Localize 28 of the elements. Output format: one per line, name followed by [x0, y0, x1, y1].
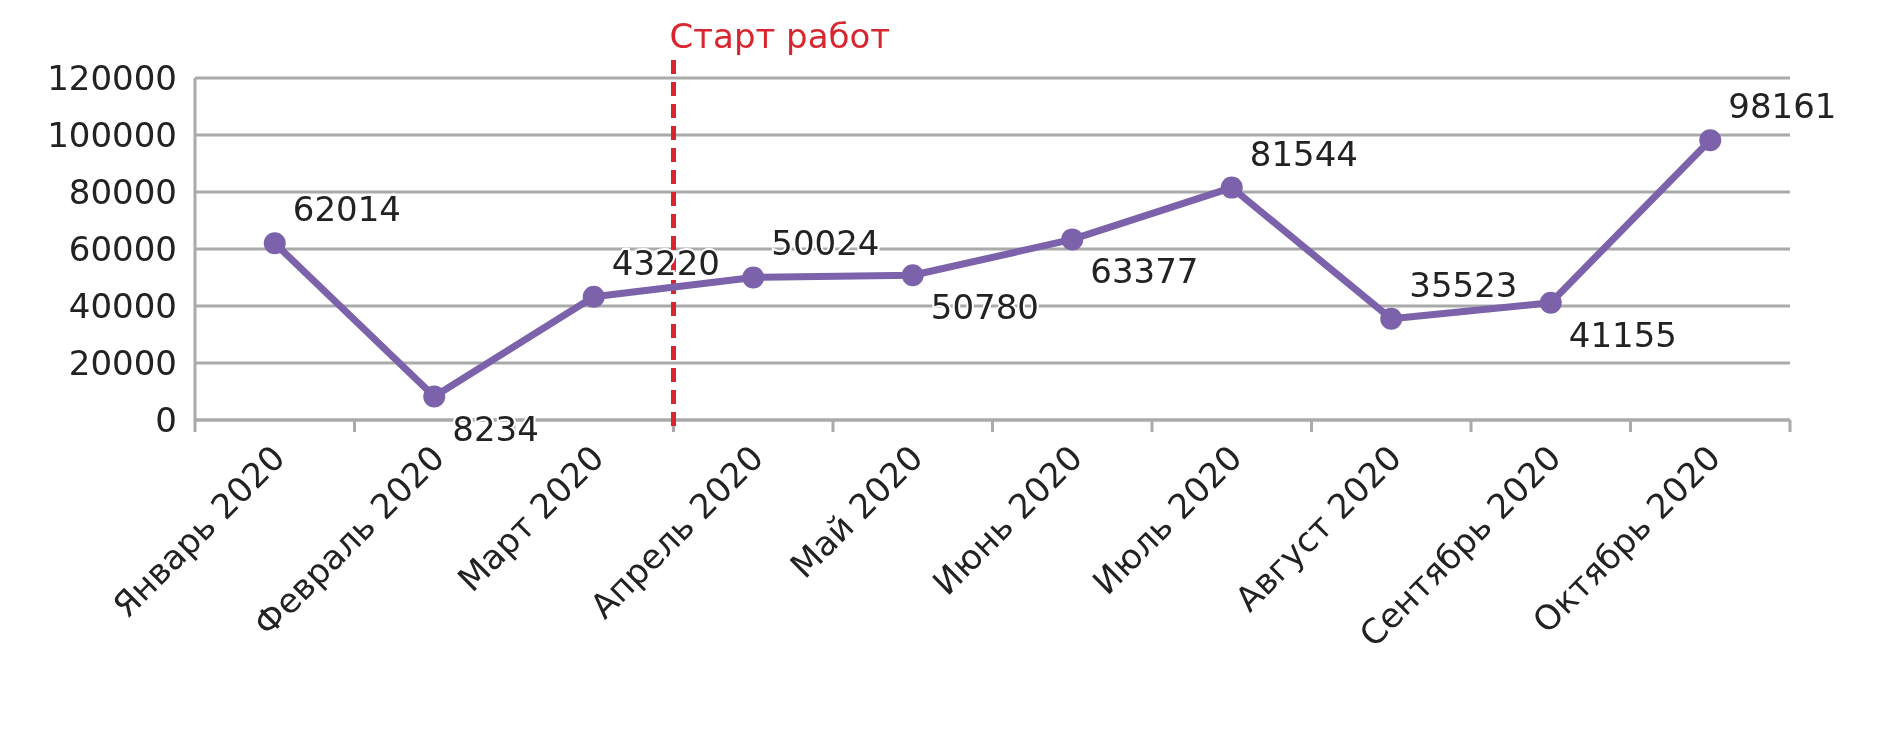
data-label: 63377 — [1090, 251, 1199, 292]
point — [742, 266, 765, 289]
data-label: 50780 — [930, 287, 1039, 328]
data-label: 41155 — [1568, 314, 1677, 355]
data-label: 8234 — [452, 408, 539, 449]
point — [1220, 176, 1243, 199]
y-tick-label: 60000 — [68, 228, 177, 269]
point — [1061, 228, 1084, 251]
y-tick-label: 120000 — [47, 57, 177, 98]
ref-line-label: Старт работ — [669, 16, 891, 56]
point — [1380, 307, 1403, 330]
point — [1699, 129, 1722, 152]
data-label: 81544 — [1249, 133, 1358, 174]
y-tick-label: 0 — [155, 399, 177, 440]
data-label: 98161 — [1728, 86, 1837, 127]
point — [582, 285, 605, 308]
data-label: 43220 — [611, 242, 720, 283]
point — [901, 264, 924, 287]
data-label: 35523 — [1409, 264, 1518, 305]
point — [423, 385, 446, 408]
data-label: 50024 — [771, 223, 880, 264]
y-tick-label: 40000 — [68, 285, 177, 326]
y-tick-label: 80000 — [68, 171, 177, 212]
point — [263, 232, 286, 255]
data-label: 62014 — [292, 189, 401, 230]
point — [1539, 291, 1562, 314]
y-tick-label: 100000 — [47, 114, 177, 155]
y-tick-label: 20000 — [68, 342, 177, 383]
